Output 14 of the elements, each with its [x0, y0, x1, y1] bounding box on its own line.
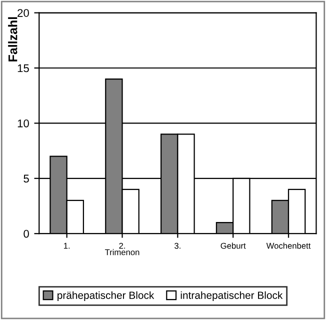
y-tick-label: 20: [18, 9, 29, 17]
y-tick-label: 10: [18, 119, 29, 128]
y-tick-label: 5: [24, 174, 29, 183]
legend-label: intrahepatischer Block: [180, 291, 283, 302]
x-tick-label: Geburt: [220, 242, 246, 249]
x-axis-title: Trimenon: [104, 249, 140, 256]
x-tick-label: 3.: [174, 242, 180, 249]
x-tick-label: Wochenbett: [266, 242, 311, 249]
y-axis-title: Fallzahl: [8, 17, 18, 62]
legend-label: prähepatischer Block: [58, 291, 154, 302]
x-tick-label: 2.: [119, 242, 125, 249]
x-tick-label: 1.: [64, 242, 70, 249]
y-tick-label: 15: [18, 64, 29, 72]
y-tick-label: 0: [24, 230, 29, 238]
